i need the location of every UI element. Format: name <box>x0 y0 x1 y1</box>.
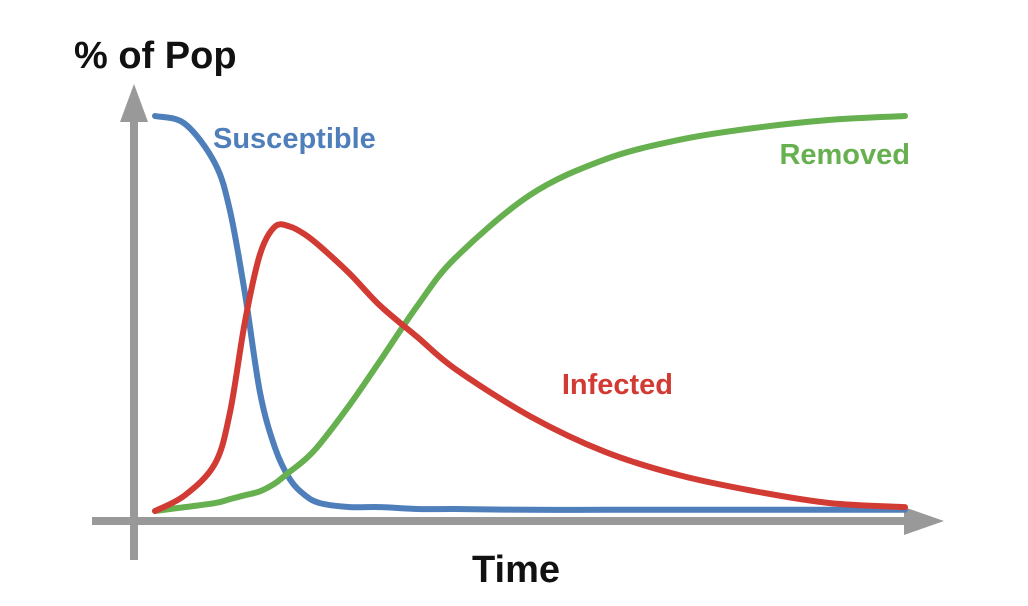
y-axis-arrow-icon <box>120 84 148 122</box>
series-label-removed: Removed <box>779 139 910 171</box>
series-line-infected <box>152 221 908 514</box>
y-axis-label: % of Pop <box>74 35 237 77</box>
x-axis-arrow-icon <box>904 507 944 535</box>
series-line-susceptible <box>152 113 908 513</box>
series-label-infected: Infected <box>562 369 673 401</box>
series-line-removed <box>152 113 908 514</box>
label-layer: Susceptible Infected Removed <box>213 123 910 401</box>
x-axis-label: Time <box>472 549 560 591</box>
series-layer <box>152 113 908 514</box>
axes <box>92 84 944 560</box>
series-label-susceptible: Susceptible <box>213 123 376 155</box>
